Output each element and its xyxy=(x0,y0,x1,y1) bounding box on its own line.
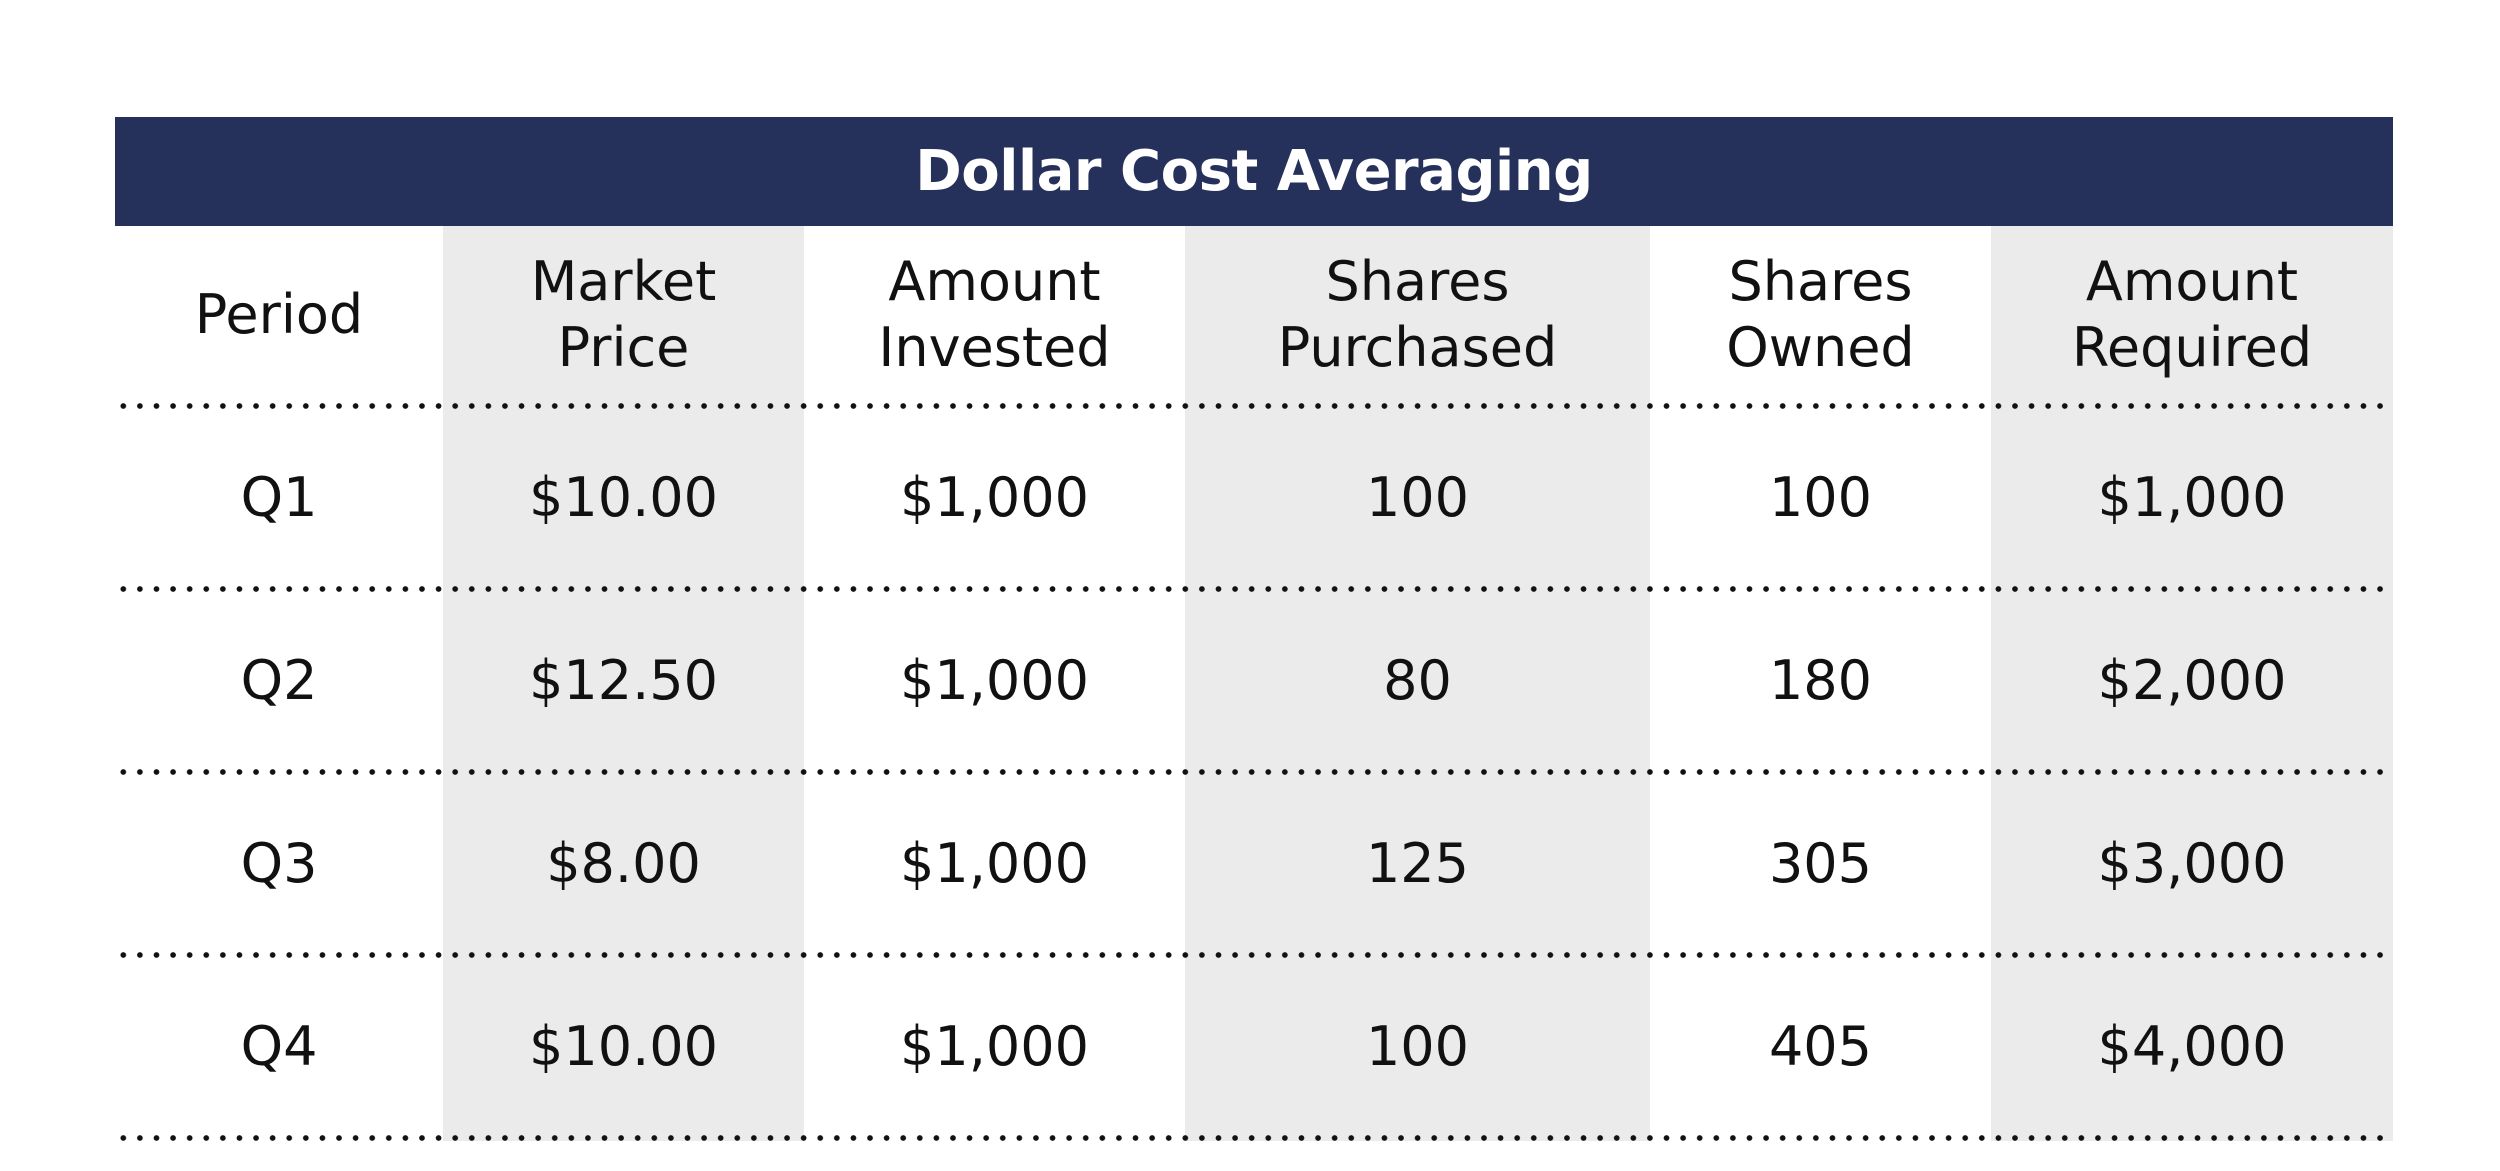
cell-shares-owned: 305 xyxy=(1768,831,1873,895)
cell-shares-purchased: 80 xyxy=(1383,648,1452,712)
header-amount-required: Amount Required xyxy=(1991,226,2393,403)
dotted-divider xyxy=(115,403,2393,409)
cell-amount-invested: $1,000 xyxy=(900,648,1089,712)
header-shares-purchased-line-1: Shares xyxy=(1325,249,1510,313)
cell-amount-required: $2,000 xyxy=(2097,648,2287,712)
cell-market-price: $8.00 xyxy=(546,831,701,895)
cell-amount-required: $4,000 xyxy=(2097,1014,2287,1078)
cell-shares-owned: 100 xyxy=(1768,465,1873,529)
cell-period: Q4 xyxy=(240,1014,318,1078)
cell-amount-required: $1,000 xyxy=(2097,465,2287,529)
dotted-divider xyxy=(115,1135,2393,1141)
header-amount-required-line-1: Amount xyxy=(2085,249,2299,313)
cell-amount-invested: $1,000 xyxy=(900,831,1089,895)
header-market-price-line-2: Price xyxy=(557,315,690,379)
table-grid: Period Market Price Amount Invested Shar… xyxy=(115,226,2393,1141)
cell-period: Q1 xyxy=(240,465,318,529)
cell-period: Q2 xyxy=(240,648,318,712)
header-amount-invested: Amount Invested xyxy=(804,226,1185,403)
header-shares-purchased-line-2: Purchased xyxy=(1277,315,1558,379)
cell-market-price: $10.00 xyxy=(529,465,718,529)
cell-shares-owned: 180 xyxy=(1768,648,1873,712)
shaded-column-shares-purchased xyxy=(1185,226,1650,1141)
cell-market-price: $12.50 xyxy=(529,648,718,712)
dca-table: Dollar Cost Averaging Period Market Pric… xyxy=(115,117,2393,1141)
shaded-column-market-price xyxy=(443,226,804,1141)
cell-amount-invested: $1,000 xyxy=(900,1014,1089,1078)
shaded-column-amount-required xyxy=(1991,226,2393,1141)
table-title-text: Dollar Cost Averaging xyxy=(915,139,1593,204)
cell-shares-purchased: 125 xyxy=(1365,831,1470,895)
cell-shares-owned: 405 xyxy=(1768,1014,1873,1078)
header-shares-purchased: Shares Purchased xyxy=(1185,226,1650,403)
dotted-divider xyxy=(115,769,2393,775)
header-shares-owned-line-2: Owned xyxy=(1726,315,1915,379)
dotted-divider xyxy=(115,586,2393,592)
dotted-divider xyxy=(115,952,2393,958)
cell-period: Q3 xyxy=(240,831,318,895)
cell-market-price: $10.00 xyxy=(529,1014,718,1078)
header-period-line-1: Period xyxy=(194,282,364,346)
header-shares-owned-line-1: Shares xyxy=(1728,249,1913,313)
header-shares-owned: Shares Owned xyxy=(1650,226,1991,403)
header-amount-required-line-2: Required xyxy=(2071,315,2313,379)
cell-shares-purchased: 100 xyxy=(1365,465,1470,529)
cell-amount-required: $3,000 xyxy=(2097,831,2287,895)
header-period: Period xyxy=(115,226,443,403)
header-amount-invested-line-2: Invested xyxy=(878,315,1111,379)
header-amount-invested-line-1: Amount xyxy=(888,249,1101,313)
header-market-price-line-1: Market xyxy=(530,249,717,313)
cell-shares-purchased: 100 xyxy=(1365,1014,1470,1078)
table-title: Dollar Cost Averaging xyxy=(115,117,2393,226)
cell-amount-invested: $1,000 xyxy=(900,465,1089,529)
header-market-price: Market Price xyxy=(443,226,804,403)
